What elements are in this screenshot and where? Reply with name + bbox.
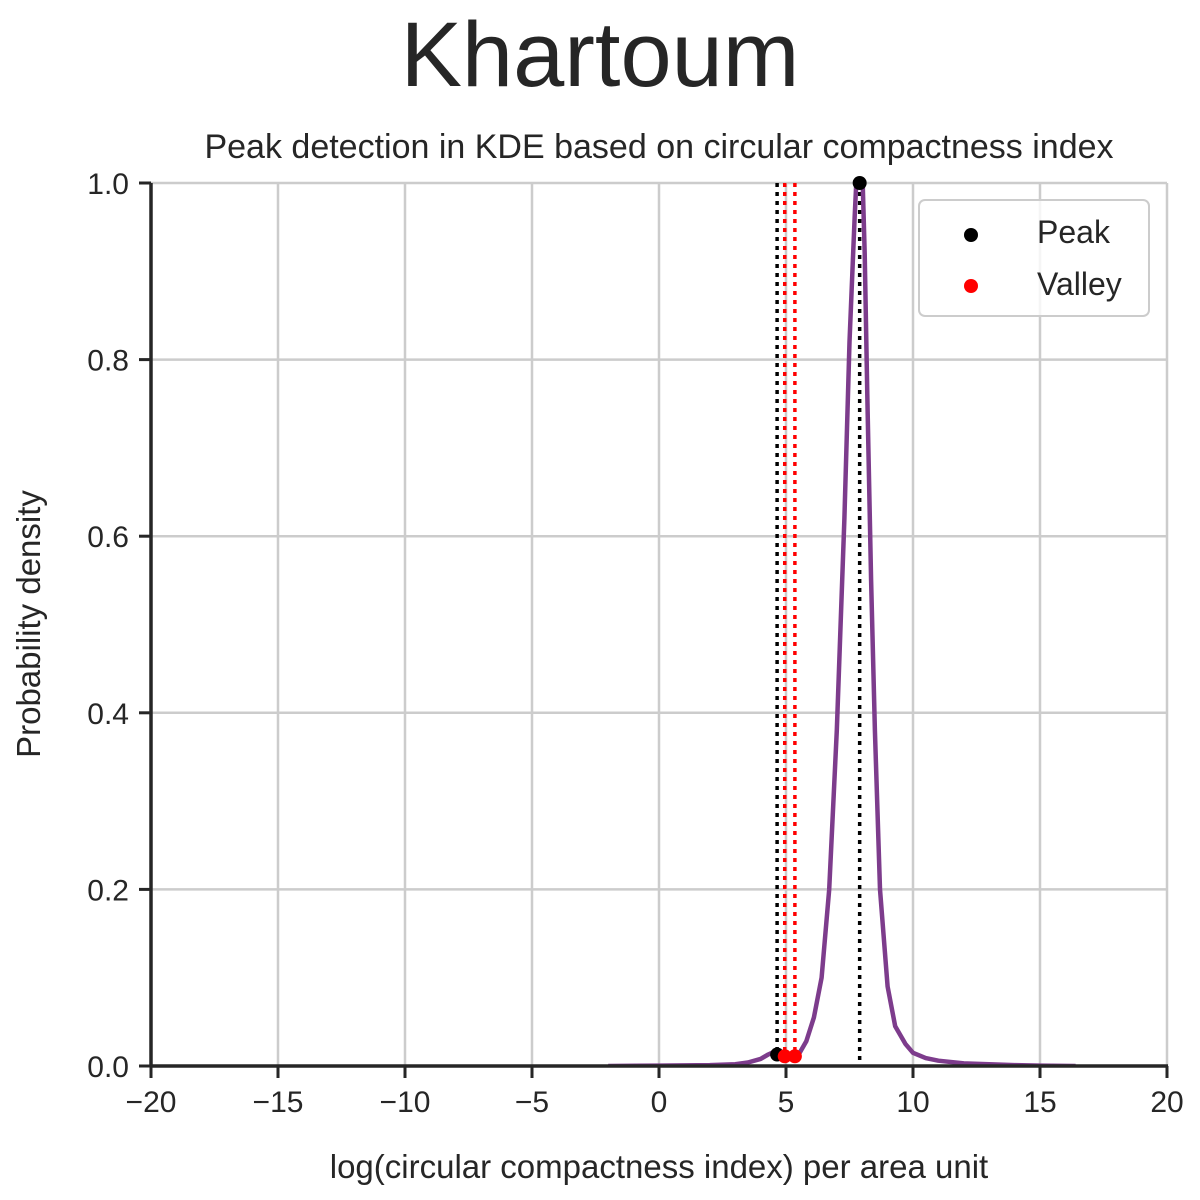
x-tick-label: −20 bbox=[126, 1086, 177, 1119]
x-tick-label: 20 bbox=[1150, 1086, 1183, 1119]
x-tick-label: −10 bbox=[380, 1086, 431, 1119]
valley-point bbox=[787, 1049, 802, 1064]
y-tick-label: 0.2 bbox=[87, 874, 129, 907]
legend-valley-marker bbox=[964, 279, 978, 293]
legend-valley-label: Valley bbox=[1037, 266, 1122, 302]
legend-peak-marker bbox=[964, 228, 978, 242]
x-tick-label: 0 bbox=[651, 1086, 668, 1119]
y-tick-label: 0.0 bbox=[87, 1051, 129, 1084]
marker-lines bbox=[775, 183, 862, 1066]
y-tick-label: 0.6 bbox=[87, 521, 129, 554]
legend: Peak Valley bbox=[918, 199, 1150, 317]
chart-title: Peak detection in KDE based on circular … bbox=[204, 128, 1113, 166]
ticks: −20 −15 −10 −5 0 5 10 15 20 0.0 0.2 0.4 0.6 0.8 1.0 bbox=[87, 168, 1183, 1119]
y-tick-label: 0.4 bbox=[87, 698, 129, 731]
x-tick-label: 10 bbox=[896, 1086, 929, 1119]
x-axis-label: log(circular compactness index) per area… bbox=[330, 1148, 988, 1185]
y-tick-label: 1.0 bbox=[87, 168, 129, 201]
peak-point bbox=[852, 176, 867, 190]
x-tick-label: −15 bbox=[253, 1086, 304, 1119]
y-tick-label: 0.8 bbox=[87, 345, 129, 378]
x-tick-label: 5 bbox=[778, 1086, 795, 1119]
valley-point bbox=[777, 1049, 792, 1064]
chart-suptitle: Khartoum bbox=[401, 4, 800, 106]
y-axis-label: Probability density bbox=[10, 490, 47, 758]
marker-points bbox=[770, 176, 867, 1064]
legend-peak-label: Peak bbox=[1037, 214, 1111, 250]
x-tick-label: −5 bbox=[515, 1086, 549, 1119]
x-tick-label: 15 bbox=[1023, 1086, 1056, 1119]
